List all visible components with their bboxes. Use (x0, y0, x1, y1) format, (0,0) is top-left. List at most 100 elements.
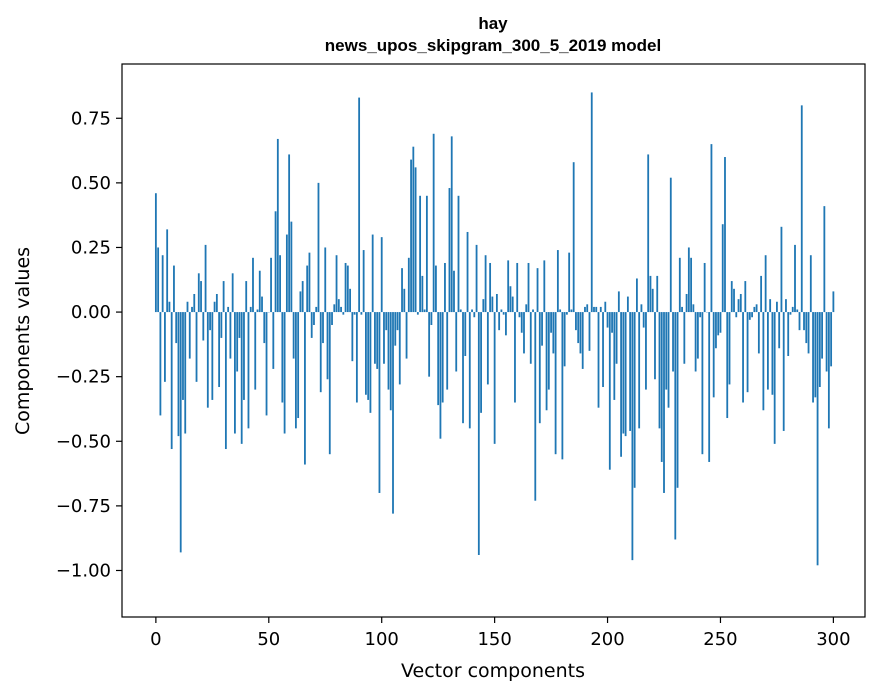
x-axis-label: Vector components (401, 660, 585, 682)
bar (360, 312, 363, 315)
bar (604, 301, 607, 313)
bar (279, 255, 281, 313)
bar (362, 250, 365, 313)
bar (570, 309, 573, 313)
bar (663, 312, 665, 493)
bar (685, 293, 688, 313)
chart-title: hay (478, 14, 508, 33)
bar (495, 293, 498, 313)
bar (773, 312, 776, 444)
bar (263, 312, 266, 344)
bar (699, 312, 702, 318)
bar (509, 286, 512, 313)
bar (240, 312, 243, 444)
bar (809, 255, 812, 313)
bar (550, 312, 552, 333)
bar (534, 312, 537, 501)
bar (383, 312, 385, 364)
bar (166, 229, 169, 313)
bar (545, 312, 548, 411)
bar (455, 312, 458, 372)
bar (514, 312, 516, 403)
bar (387, 312, 390, 390)
bar (776, 301, 778, 313)
bar (206, 312, 209, 408)
chart-subtitle: news_upos_skipgram_300_5_2019 model (325, 36, 661, 55)
bar (683, 312, 686, 364)
bar (351, 312, 354, 362)
bar (717, 312, 720, 336)
bar (331, 312, 333, 325)
bar (243, 312, 245, 400)
bar (385, 312, 388, 331)
bar (401, 268, 403, 313)
bar (292, 312, 295, 359)
bar (202, 312, 205, 341)
bar (484, 255, 487, 313)
bar (590, 92, 593, 313)
bar (238, 312, 241, 338)
bar (647, 154, 650, 313)
bar (468, 312, 471, 429)
bar (322, 312, 324, 344)
bar (157, 247, 160, 313)
bar (602, 312, 604, 388)
bar (581, 312, 584, 369)
y-tick-label: 0.50 (71, 173, 111, 194)
bar (319, 312, 322, 393)
bar (179, 312, 182, 553)
bar (536, 268, 539, 313)
bar (715, 312, 717, 349)
bar (803, 312, 805, 331)
bar (638, 312, 641, 429)
bar (518, 312, 521, 318)
bar (753, 306, 756, 313)
bar (439, 312, 442, 439)
bar (816, 312, 819, 566)
bar (678, 257, 681, 313)
bar (462, 312, 464, 424)
bar (159, 312, 162, 416)
bar (425, 195, 428, 313)
bar (692, 304, 695, 313)
bar (667, 312, 670, 408)
bar (780, 226, 783, 313)
bar (423, 309, 426, 313)
bar (285, 234, 288, 313)
bar (324, 247, 327, 313)
bar (629, 312, 632, 431)
bar (778, 312, 781, 349)
bar (800, 105, 803, 313)
bar (543, 260, 546, 313)
bar (611, 312, 613, 333)
bar (453, 270, 455, 313)
bar (294, 312, 297, 429)
bar (568, 252, 571, 313)
bar (710, 144, 713, 313)
bar (304, 312, 306, 465)
bar (489, 262, 492, 313)
bar (565, 312, 568, 315)
bar (520, 312, 523, 333)
x-tick-label: 250 (703, 629, 737, 650)
bar (450, 136, 453, 313)
bar (380, 237, 383, 313)
bar (374, 312, 376, 364)
bar (421, 275, 424, 313)
bar (633, 312, 636, 488)
bar (595, 306, 598, 313)
bar (346, 265, 349, 313)
bar (218, 312, 221, 388)
bar (649, 275, 652, 313)
y-tick-label: −0.25 (56, 367, 111, 388)
bar (532, 309, 534, 313)
bar (195, 312, 198, 382)
bar (617, 291, 620, 313)
bar (500, 309, 503, 313)
bar (748, 312, 751, 320)
bar (471, 309, 473, 313)
bar (290, 221, 293, 313)
bar (812, 312, 814, 403)
bar (405, 312, 408, 359)
bar (493, 312, 496, 444)
